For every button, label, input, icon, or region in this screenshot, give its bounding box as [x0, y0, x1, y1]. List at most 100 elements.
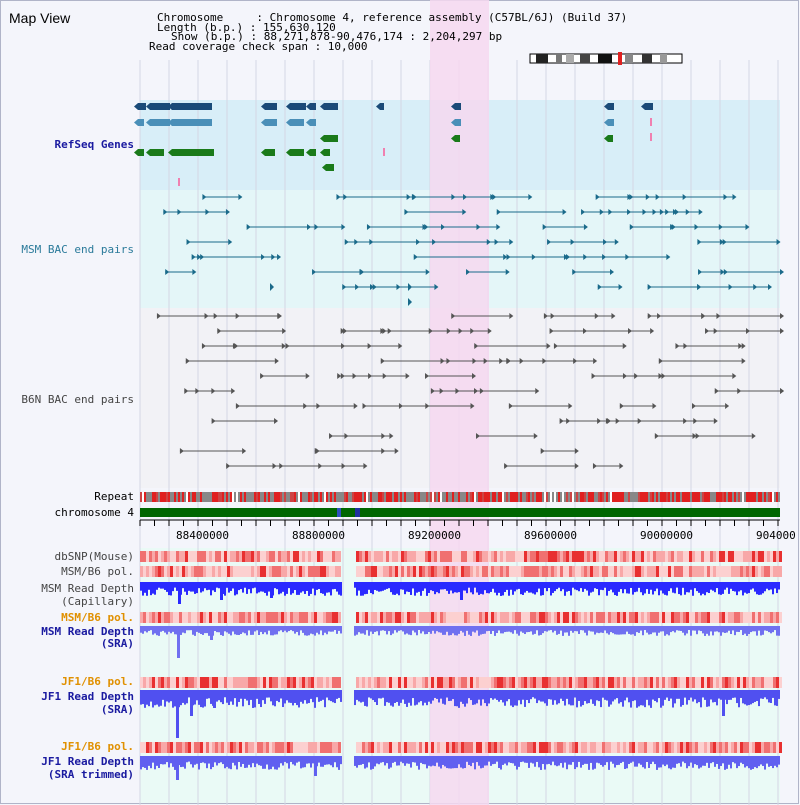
axis-tick-label: 88400000: [176, 529, 229, 542]
depth-bar: [222, 690, 224, 705]
heat-cell: [158, 742, 161, 753]
track-label-msm-bac[interactable]: MSM BAC end pairs: [21, 243, 134, 256]
heat-cell: [665, 566, 668, 577]
depth-bar: [642, 626, 644, 636]
depth-bar: [312, 756, 314, 764]
track-label-jf1-depth-sra-1[interactable]: JF1 Read Depth: [41, 690, 134, 703]
depth-bar: [162, 626, 164, 631]
depth-bar: [750, 690, 752, 705]
heat-cell: [167, 612, 170, 623]
repeat-segment: [420, 492, 422, 502]
depth-bar: [420, 756, 422, 763]
bac-end-marker: [658, 373, 663, 379]
repeat-segment: [484, 492, 486, 502]
depth-bar: [776, 582, 778, 594]
heat-cell: [293, 612, 296, 623]
repeat-segment: [492, 492, 494, 502]
heat-cell: [539, 742, 542, 753]
depth-bar: [174, 690, 176, 707]
heat-cell: [764, 551, 767, 562]
gene-arrow: [306, 149, 310, 156]
heat-cell: [410, 612, 413, 623]
heat-cell: [476, 566, 479, 577]
heat-cell: [302, 677, 305, 688]
heat-cell: [572, 566, 575, 577]
refseq-gene: [310, 149, 316, 156]
depth-bar: [696, 626, 698, 635]
track-label-jf1-b6-pol-2[interactable]: JF1/B6 pol.: [61, 740, 134, 753]
depth-bar: [402, 756, 404, 764]
heat-cell: [746, 551, 749, 562]
depth-bar: [692, 626, 694, 631]
depth-bar: [492, 756, 494, 765]
track-label-msm-b6-pol-2[interactable]: MSM/B6 pol.: [61, 611, 134, 624]
heat-cell: [263, 566, 266, 577]
heat-cell: [626, 677, 629, 688]
bac-end-marker: [674, 209, 679, 215]
repeat-segment: [604, 492, 606, 502]
heat-cell: [383, 566, 386, 577]
heat-cell: [584, 551, 587, 562]
track-label-dbsnp[interactable]: dbSNP(Mouse): [54, 550, 134, 563]
bac-end-marker: [177, 209, 182, 215]
repeat-segment: [688, 492, 690, 502]
depth-bar: [582, 756, 584, 765]
depth-bar: [546, 690, 548, 706]
track-label-jf1-depth-trim-1[interactable]: JF1 Read Depth: [41, 755, 134, 768]
repeat-segment: [218, 492, 220, 502]
depth-bar: [204, 626, 206, 634]
depth-bar: [776, 690, 778, 706]
heat-cell: [524, 612, 527, 623]
track-label-jf1-b6-pol-1[interactable]: JF1/B6 pol.: [61, 675, 134, 688]
depth-bar: [734, 582, 736, 592]
depth-bar: [262, 756, 264, 769]
heat-cell: [575, 742, 578, 753]
heat-cell: [644, 566, 647, 577]
depth-bar: [468, 582, 470, 588]
heat-cell: [674, 742, 677, 753]
depth-bar: [300, 756, 302, 769]
heat-cell: [569, 551, 572, 562]
heat-cell: [266, 742, 269, 753]
depth-spike: [722, 690, 725, 716]
heat-cell: [602, 551, 605, 562]
depth-bar: [376, 626, 378, 632]
heat-cell: [599, 551, 602, 562]
bac-end-marker: [277, 313, 282, 319]
repeat-segment: [382, 492, 384, 502]
track-label-b6n-bac[interactable]: B6N BAC end pairs: [21, 393, 134, 406]
depth-bar: [576, 582, 578, 591]
heat-cell: [512, 566, 515, 577]
heat-cell: [395, 677, 398, 688]
heat-cell: [326, 566, 329, 577]
depth-bar: [192, 756, 194, 768]
heat-cell: [743, 566, 746, 577]
bac-end-marker: [329, 433, 334, 439]
heat-cell: [710, 677, 713, 688]
track-label-msm-depth-sra-1[interactable]: MSM Read Depth: [41, 625, 134, 638]
heat-cell: [638, 551, 641, 562]
heat-cell: [332, 742, 335, 753]
heat-cell: [152, 677, 155, 688]
depth-bar: [706, 626, 708, 634]
track-label-refseq[interactable]: RefSeq Genes: [54, 138, 134, 151]
repeat-segment: [326, 492, 328, 502]
heat-cell: [323, 566, 326, 577]
depth-bar: [226, 582, 228, 588]
repeat-segment: [230, 492, 232, 502]
heat-cell: [254, 612, 257, 623]
refseq-gene: [150, 149, 164, 156]
depth-bar: [650, 626, 652, 635]
depth-bar: [196, 756, 198, 764]
track-label-chromosome[interactable]: chromosome 4: [54, 506, 134, 519]
track-label-repeat[interactable]: Repeat: [94, 490, 134, 503]
heat-cell: [617, 612, 620, 623]
depth-bar: [140, 690, 142, 705]
depth-bar: [498, 626, 500, 631]
heat-cell: [359, 742, 362, 753]
heat-cell: [542, 677, 545, 688]
track-label-msm-b6-pol-1[interactable]: MSM/B6 pol.: [61, 565, 134, 578]
repeat-segment: [378, 492, 380, 502]
track-label-msm-depth-cap-1[interactable]: MSM Read Depth: [41, 582, 134, 595]
